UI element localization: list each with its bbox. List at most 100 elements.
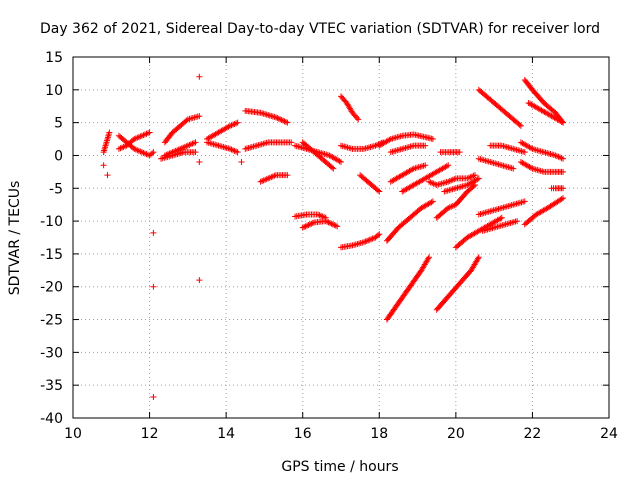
series-arc-11 (257, 172, 291, 185)
data-point (349, 239, 366, 249)
chart-title: Day 362 of 2021, Sidereal Day-to-day VTE… (40, 21, 600, 37)
y-tick-label: -25 (40, 313, 63, 329)
data-point (349, 109, 361, 122)
x-tick-label: 14 (217, 426, 235, 442)
data-point (540, 99, 558, 115)
axis-ticks: 10 12 14 16 18 20 22 24 15 10 5 0 -5 -10 -15 -20 -25 -30 -… (40, 50, 618, 442)
data-point (406, 268, 424, 290)
series-arc-36 (479, 218, 521, 234)
data-point (360, 143, 377, 152)
series-arc-38 (517, 159, 567, 175)
y-tick-label: 5 (54, 116, 63, 132)
data-point (357, 172, 374, 187)
data-point (288, 139, 295, 146)
series-arc-18 (338, 231, 383, 251)
data-point (529, 86, 546, 105)
series-arc-24 (383, 254, 433, 323)
data-point (150, 393, 157, 400)
series-arc-22 (387, 162, 429, 185)
data-point (234, 119, 241, 126)
data-point (334, 223, 341, 230)
series-arc-14 (292, 211, 329, 221)
data-point (533, 205, 550, 218)
data-point (150, 229, 157, 236)
data-point (475, 208, 492, 218)
y-tick-label: -20 (40, 280, 63, 296)
series-arc-16 (338, 93, 362, 123)
data-point (169, 124, 182, 136)
series-arc-26 (433, 181, 478, 221)
series-arc-35 (487, 142, 528, 156)
x-axis-label: GPS time / hours (281, 459, 398, 475)
data-point (464, 172, 477, 182)
data-point (498, 202, 515, 211)
series-arc-01 (100, 129, 113, 156)
data-point (433, 163, 450, 175)
data-point (464, 183, 477, 195)
data-point (215, 123, 232, 136)
series-arc-03 (115, 129, 153, 152)
data-point (514, 218, 521, 225)
series-arc-06 (158, 149, 199, 162)
series-arc-42 (548, 185, 567, 192)
data-point (196, 73, 203, 80)
data-point (517, 139, 534, 152)
data-point (257, 176, 270, 185)
data-point (498, 106, 516, 122)
series-arc-10 (242, 139, 295, 152)
series-arc-05 (161, 113, 203, 146)
series-arc-23 (383, 198, 436, 244)
data-point (475, 254, 482, 261)
data-point (146, 129, 153, 136)
series-arc-28 (441, 175, 482, 195)
series-arc-32 (475, 198, 528, 218)
data-point (387, 172, 404, 185)
data-point (487, 96, 504, 112)
data-point (433, 179, 450, 188)
data-point (517, 159, 534, 171)
data-point (422, 142, 429, 149)
data-point (338, 159, 344, 166)
data-point (196, 113, 203, 120)
data-point (196, 277, 203, 284)
data-point (311, 149, 328, 164)
data-point (242, 143, 259, 152)
data-point (376, 188, 383, 195)
data-point (150, 283, 157, 290)
data-point (226, 120, 240, 129)
data-point (395, 284, 413, 307)
data-point (426, 254, 433, 261)
data-point (422, 162, 429, 169)
data-point (475, 86, 493, 102)
series-arc-21 (387, 142, 429, 156)
series-arc-30 (433, 254, 482, 313)
data-point (560, 119, 567, 126)
data-point (265, 172, 278, 182)
y-tick-label: -30 (40, 345, 63, 361)
x-tick-label: 24 (600, 426, 618, 442)
data-point (548, 113, 565, 125)
data-point (326, 152, 343, 165)
data-point (177, 117, 190, 129)
y-tick-label: -15 (40, 247, 63, 263)
data-point (106, 129, 113, 136)
data-point (475, 175, 482, 182)
data-point (399, 166, 416, 179)
data-point (395, 215, 412, 231)
data-point (360, 235, 378, 246)
data-point (560, 195, 567, 202)
series-arc-39 (521, 195, 567, 228)
x-tick-label: 18 (370, 426, 388, 442)
data-point (406, 206, 424, 221)
data-point (537, 106, 554, 119)
data-point (100, 162, 107, 169)
data-point (552, 185, 565, 192)
y-tick-label: -5 (49, 181, 63, 197)
series-arc-33 (475, 86, 524, 129)
data-point (138, 130, 152, 139)
data-point (299, 220, 316, 231)
series-arc-20 (376, 131, 436, 149)
data-point (429, 136, 436, 143)
y-tick-label: 0 (54, 148, 63, 164)
series-arc-29 (437, 149, 463, 156)
